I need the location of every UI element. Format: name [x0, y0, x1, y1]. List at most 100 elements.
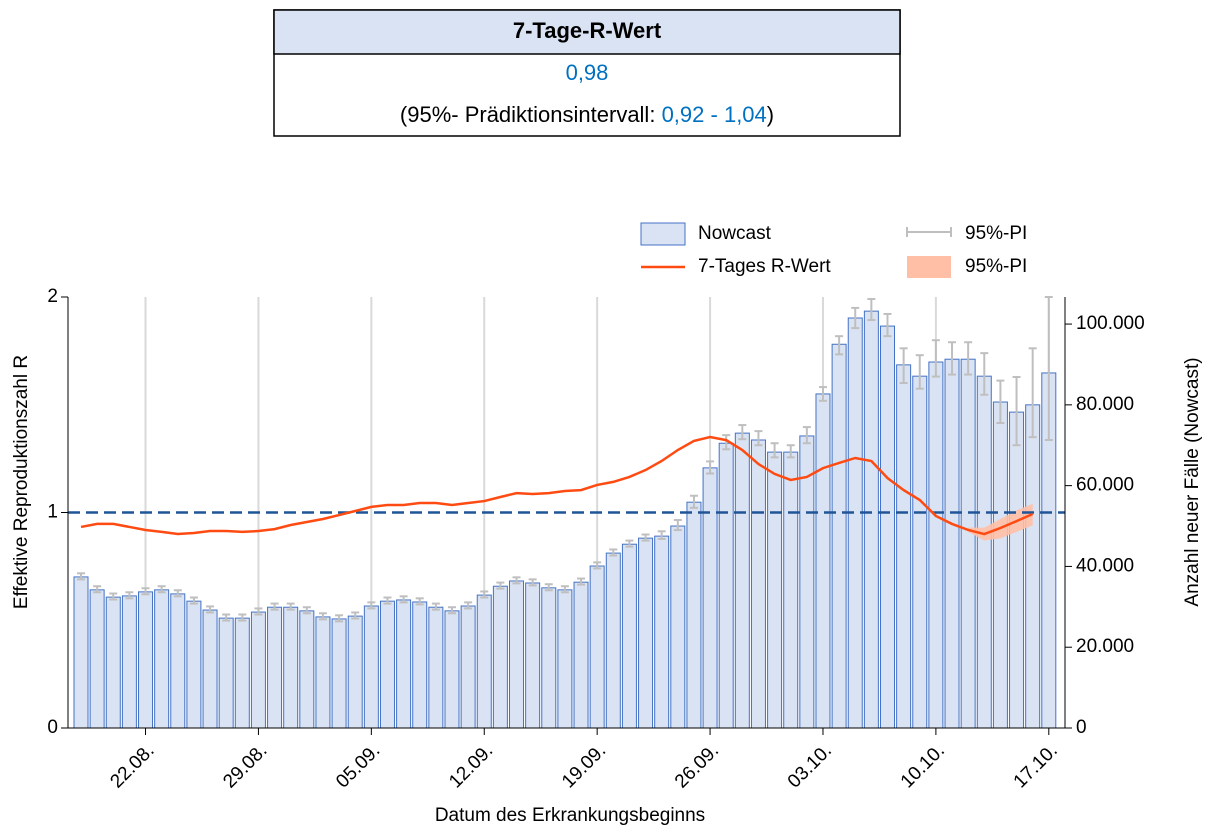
x-tick-label: 03.10.: [784, 740, 836, 792]
error-bar: [609, 548, 618, 557]
bar: [460, 605, 476, 729]
bar: [863, 310, 879, 729]
error-bar: [980, 352, 989, 396]
bar: [880, 325, 895, 729]
bar: [670, 525, 686, 729]
error-bar: [657, 530, 666, 540]
bar: [654, 535, 670, 729]
bar: [541, 587, 557, 729]
line: [80, 435, 1034, 536]
bar: [734, 432, 750, 729]
interval-sep: -: [704, 102, 724, 127]
bar: [476, 594, 492, 729]
bar: [283, 606, 299, 729]
error-bar: [964, 341, 973, 376]
error-bar: [512, 576, 521, 585]
bar: [396, 599, 412, 729]
error-bar: [706, 460, 715, 475]
band: [968, 503, 1033, 541]
bar: [815, 393, 831, 729]
error-bar: [77, 572, 85, 581]
bar: [492, 585, 508, 729]
x-tick-label: 12.09.: [445, 740, 497, 792]
error-bar: [673, 518, 682, 532]
x-tick-label: 05.09.: [332, 740, 384, 792]
bar: [621, 543, 637, 729]
error-bar: [722, 434, 731, 451]
summary-header: [273, 9, 901, 55]
error-bar: [367, 601, 376, 610]
bar: [1025, 404, 1041, 729]
x-tick-label: 29.08.: [219, 740, 271, 792]
error-bar: [464, 601, 473, 610]
bar: [154, 589, 170, 729]
bar: [121, 595, 137, 729]
error-bar: [770, 442, 779, 459]
bar: [750, 439, 766, 729]
error-bar: [318, 612, 327, 621]
error-bar: [238, 613, 247, 622]
bar: [186, 600, 202, 729]
error-bar: [141, 587, 150, 596]
bar: [557, 589, 573, 729]
bar: [589, 565, 605, 729]
bar: [1009, 411, 1025, 729]
error-bar: [157, 585, 166, 594]
summary-value: 0,98: [566, 60, 609, 85]
error-bar: [1044, 296, 1053, 441]
error-bar: [206, 605, 215, 614]
y2-axis-title: Anzahl neuer Fälle (Nowcast): [1182, 357, 1203, 606]
error-bar: [351, 611, 360, 620]
error-bar: [835, 335, 844, 356]
bar: [347, 615, 363, 729]
bar: [89, 589, 105, 729]
error-bar: [883, 312, 892, 338]
bar: [992, 401, 1008, 729]
x-axis-title: Datum des Erkrankungsbeginns: [435, 805, 705, 826]
bar: [218, 617, 234, 729]
error-bar: [593, 561, 602, 570]
interval-high: 1,04: [724, 102, 767, 127]
error-bar: [818, 386, 827, 402]
error-bar: [1012, 375, 1021, 447]
bar: [605, 552, 621, 729]
error-bar: [577, 577, 586, 586]
error-bar: [222, 613, 231, 622]
y2-tick-label: 100.000: [1076, 313, 1145, 334]
error-bar: [447, 606, 456, 615]
error-bar: [254, 607, 263, 616]
y2-tick-label: 0: [1076, 717, 1087, 738]
bar: [799, 435, 815, 729]
bar: [928, 361, 944, 729]
bar: [896, 364, 912, 729]
error-bar: [125, 591, 134, 600]
error-bar: [270, 602, 279, 611]
error-bar: [93, 585, 102, 594]
error-bar: [802, 426, 811, 445]
y-tick-label: 1: [47, 502, 58, 523]
bar: [412, 601, 428, 729]
bar: [428, 606, 444, 729]
bar: [573, 581, 589, 729]
legend-swatch: [640, 222, 686, 246]
summary-interval: (95%- Prädiktionsintervall: 0,92 - 1,04): [400, 102, 774, 127]
error-bar: [544, 583, 553, 592]
bar: [331, 618, 347, 729]
y-axis-title: Effektive Reproduktionszahl R: [11, 355, 32, 609]
error-bar: [786, 444, 795, 459]
error-bar: [480, 590, 489, 599]
bar: [363, 605, 379, 729]
bar: [638, 537, 654, 729]
bar: [234, 617, 250, 729]
bar: [105, 596, 121, 729]
bar: [315, 616, 331, 729]
error-bar: [415, 597, 424, 606]
interval-prefix: (95%- Prädiktionsintervall:: [400, 102, 662, 127]
bar: [831, 343, 847, 729]
error-bar: [931, 339, 940, 378]
bar: [944, 358, 960, 729]
error-bar: [496, 581, 505, 590]
summary-title: 7-Tage-R-Wert: [513, 18, 662, 43]
interval-suffix: ): [767, 102, 774, 127]
